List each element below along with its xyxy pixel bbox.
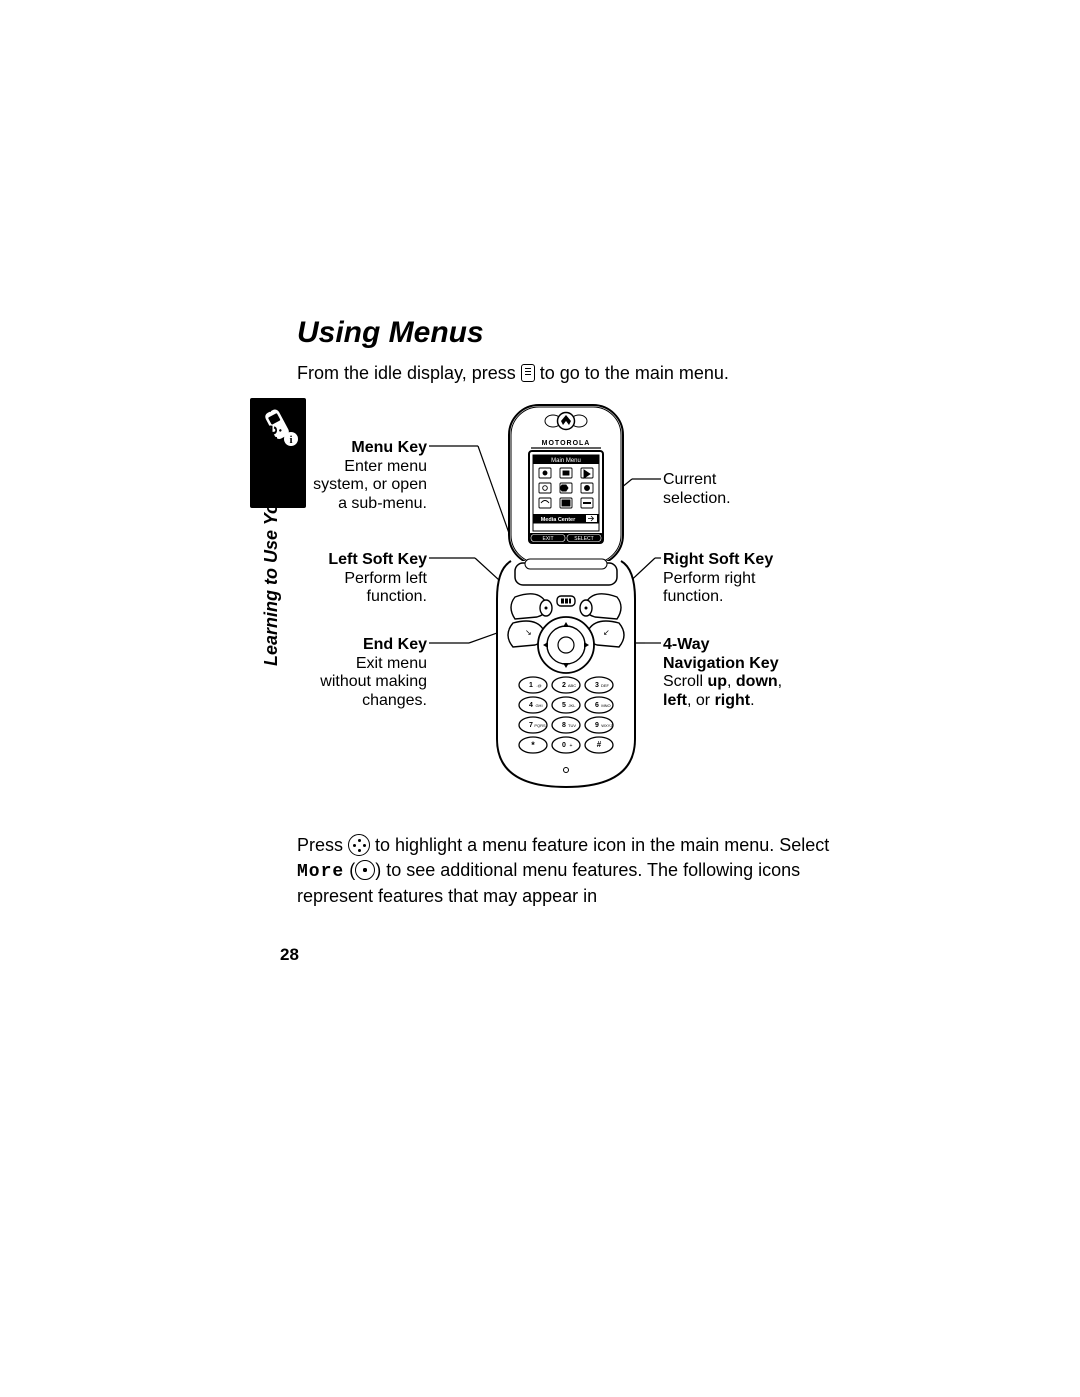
svg-text:#: #	[597, 740, 602, 749]
nav-key-icon	[348, 834, 370, 856]
more-label: More	[297, 862, 344, 882]
svg-text:MNO: MNO	[601, 703, 610, 708]
label-line: Perform right	[663, 570, 755, 587]
label-right-soft-key: Right Soft Key Perform right function.	[663, 551, 853, 606]
label-title: Right Soft Key	[663, 551, 773, 568]
label-line: Exit menu	[356, 655, 427, 672]
svg-text:SELECT: SELECT	[574, 536, 593, 542]
svg-text:4: 4	[529, 702, 533, 709]
label-line: a sub-menu.	[338, 495, 427, 512]
screen-title: Main Menu	[551, 458, 581, 464]
svg-text:WXYZ: WXYZ	[601, 723, 613, 728]
svg-text:6: 6	[595, 702, 599, 709]
svg-text:7: 7	[529, 722, 533, 729]
label-current-selection: Current selection.	[663, 471, 833, 508]
svg-text:↙: ↙	[603, 628, 610, 637]
svg-text:↘: ↘	[525, 628, 532, 637]
label-title: Menu Key	[351, 439, 427, 456]
label-line: system, or open	[313, 476, 427, 493]
svg-text:2: 2	[562, 682, 566, 689]
intro-after: to go to the main menu.	[535, 363, 729, 383]
label-title: Navigation Key	[663, 655, 779, 672]
t: Press	[297, 835, 348, 855]
svg-text:3: 3	[595, 682, 599, 689]
intro-paragraph: From the idle display, press to go to th…	[297, 362, 857, 385]
page-number: 28	[280, 945, 299, 965]
svg-text:TUV: TUV	[568, 723, 576, 728]
svg-text:0: 0	[562, 742, 566, 749]
svg-text:9: 9	[595, 722, 599, 729]
t: up	[707, 673, 727, 690]
label-line: Enter menu	[344, 458, 427, 475]
t: (	[344, 860, 355, 880]
body-paragraph: Press to highlight a menu feature icon i…	[297, 833, 857, 908]
t: , or	[687, 692, 715, 709]
label-line: changes.	[362, 692, 427, 709]
phone-diagram: Menu Key Enter menu system, or open a su…	[297, 403, 857, 813]
menu-key-icon	[521, 364, 535, 382]
svg-text:EXIT: EXIT	[542, 536, 553, 542]
label-title: Left Soft Key	[328, 551, 427, 568]
label-line: Perform left	[344, 570, 427, 587]
svg-text:PQRS: PQRS	[534, 723, 546, 728]
svg-text:5: 5	[562, 702, 566, 709]
svg-text:+: +	[570, 743, 573, 749]
label-line: selection.	[663, 490, 731, 507]
t: ,	[727, 673, 736, 690]
page-heading: Using Menus	[297, 316, 857, 350]
svg-text:Media Center: Media Center	[541, 517, 576, 523]
t: .	[750, 692, 754, 709]
label-nav-key: 4-Way Navigation Key Scroll up, down, le…	[663, 636, 853, 710]
svg-text:8: 8	[562, 722, 566, 729]
label-line: without making	[320, 673, 427, 690]
svg-text:*: *	[531, 740, 535, 750]
soft-key-icon	[355, 860, 375, 880]
svg-text:ABC: ABC	[568, 683, 576, 688]
svg-text:JKL: JKL	[569, 703, 577, 708]
svg-text:.@: .@	[536, 683, 541, 688]
svg-text:i: i	[289, 434, 292, 446]
t: down	[736, 673, 778, 690]
label-title: 4-Way	[663, 636, 710, 653]
intro-before: From the idle display, press	[297, 363, 521, 383]
svg-text:DEF: DEF	[601, 683, 610, 688]
label-line: Current	[663, 471, 716, 488]
phone-illustration: MOTOROLA Main Menu	[491, 403, 641, 803]
label-line: function.	[367, 588, 427, 605]
svg-text:1: 1	[529, 682, 533, 689]
label-line: function.	[663, 588, 723, 605]
t: left	[663, 692, 687, 709]
svg-text:GHI: GHI	[535, 703, 542, 708]
label-title: End Key	[363, 636, 427, 653]
t: ,	[778, 673, 782, 690]
svg-text:MOTOROLA: MOTOROLA	[542, 440, 591, 447]
label-end-key: End Key Exit menu without making changes…	[297, 636, 427, 710]
label-left-soft-key: Left Soft Key Perform left function.	[297, 551, 427, 606]
section-side-label: Learning to Use Your Phone	[261, 425, 282, 666]
t: to highlight a menu feature icon in the …	[370, 835, 829, 855]
t: Scroll	[663, 673, 707, 690]
t: right	[715, 692, 751, 709]
label-menu-key: Menu Key Enter menu system, or open a su…	[297, 439, 427, 513]
